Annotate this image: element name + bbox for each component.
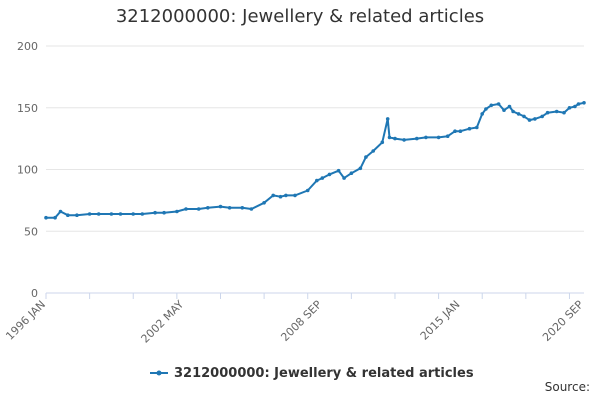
data-point[interactable] (567, 106, 572, 110)
data-point[interactable] (402, 138, 406, 142)
data-point[interactable] (385, 117, 390, 121)
data-point[interactable] (475, 125, 479, 130)
data-point[interactable] (349, 171, 354, 175)
data-point[interactable] (516, 112, 521, 116)
data-point[interactable] (196, 207, 201, 211)
data-point[interactable] (262, 201, 266, 205)
data-point[interactable] (522, 114, 526, 119)
data-point[interactable] (380, 140, 385, 145)
data-point[interactable] (175, 209, 179, 214)
data-point[interactable] (140, 212, 145, 216)
legend-label: 3212000000: Jewellery & related articles (174, 366, 474, 381)
data-point[interactable] (66, 213, 70, 217)
data-point[interactable] (206, 206, 210, 210)
data-point[interactable] (507, 104, 512, 109)
data-point[interactable] (453, 129, 457, 133)
data-point[interactable] (562, 110, 566, 115)
data-point[interactable] (315, 178, 319, 183)
x-tick-label: 2002 MAY (139, 298, 187, 346)
data-point[interactable] (358, 166, 363, 171)
data-point[interactable] (58, 209, 63, 214)
data-point[interactable] (131, 212, 135, 216)
data-point[interactable] (467, 126, 472, 131)
data-point[interactable] (109, 212, 114, 216)
data-point[interactable] (342, 176, 346, 180)
data-point[interactable] (87, 212, 92, 216)
y-tick-label: 150 (17, 102, 38, 115)
data-point[interactable] (96, 212, 101, 216)
data-point[interactable] (53, 215, 57, 220)
data-point[interactable] (284, 193, 288, 198)
data-point[interactable] (75, 213, 79, 217)
data-point[interactable] (496, 102, 501, 106)
data-point[interactable] (424, 135, 428, 140)
source-label: Source: (544, 380, 590, 394)
y-tick-label: 0 (31, 287, 38, 300)
data-point[interactable] (458, 129, 463, 133)
data-point[interactable] (293, 193, 297, 198)
data-point[interactable] (489, 103, 494, 108)
data-point[interactable] (118, 212, 123, 216)
axes: 0 50 100 150 200 1996 JAN 2002 MAY 2008 SEP 2015… (3, 40, 586, 346)
data-point[interactable] (320, 176, 325, 180)
data-point[interactable] (545, 110, 550, 115)
data-point[interactable] (271, 193, 276, 198)
data-point[interactable] (249, 207, 254, 211)
data-point[interactable] (184, 207, 188, 211)
data-point[interactable] (227, 206, 232, 210)
data-point[interactable] (540, 114, 544, 119)
data-point[interactable] (484, 107, 488, 111)
x-tick-label: 2008 SEP (278, 298, 324, 344)
data-point[interactable] (162, 210, 166, 215)
gridlines (46, 45, 584, 294)
y-tick-label: 100 (17, 164, 38, 177)
data-point[interactable] (305, 188, 310, 193)
x-tick-label: 2015 JAN (418, 298, 463, 343)
data-point[interactable] (436, 135, 441, 140)
y-tick-label: 50 (24, 225, 38, 238)
x-tick-label: 1996 JAN (3, 298, 48, 343)
data-point[interactable] (336, 168, 341, 173)
data-point[interactable] (218, 204, 223, 209)
data-point[interactable] (533, 117, 537, 121)
data-point[interactable] (573, 104, 577, 109)
data-point[interactable] (44, 215, 48, 220)
data-point[interactable] (278, 194, 283, 199)
data-point[interactable] (445, 134, 450, 138)
chart-title: 3212000000: Jewellery & related articles (115, 6, 485, 27)
x-tick-label: 2020 SEP (540, 298, 586, 344)
data-point[interactable] (582, 101, 586, 105)
series-layer (44, 101, 586, 220)
data-point[interactable] (480, 112, 485, 116)
data-point[interactable] (576, 102, 581, 106)
data-point[interactable] (527, 118, 532, 122)
data-point[interactable] (511, 109, 515, 114)
data-point[interactable] (387, 135, 392, 140)
legend-marker (156, 370, 162, 376)
data-point[interactable] (327, 172, 332, 177)
legend[interactable]: 3212000000: Jewellery & related articles (150, 366, 474, 381)
data-point[interactable] (364, 155, 368, 159)
data-point[interactable] (554, 109, 559, 114)
data-point[interactable] (153, 210, 157, 215)
series-line (46, 101, 585, 219)
data-point[interactable] (415, 136, 419, 141)
data-point[interactable] (502, 108, 506, 112)
y-tick-label: 200 (17, 40, 38, 53)
data-point[interactable] (393, 136, 397, 141)
data-point[interactable] (371, 149, 376, 153)
data-point[interactable] (240, 206, 245, 210)
